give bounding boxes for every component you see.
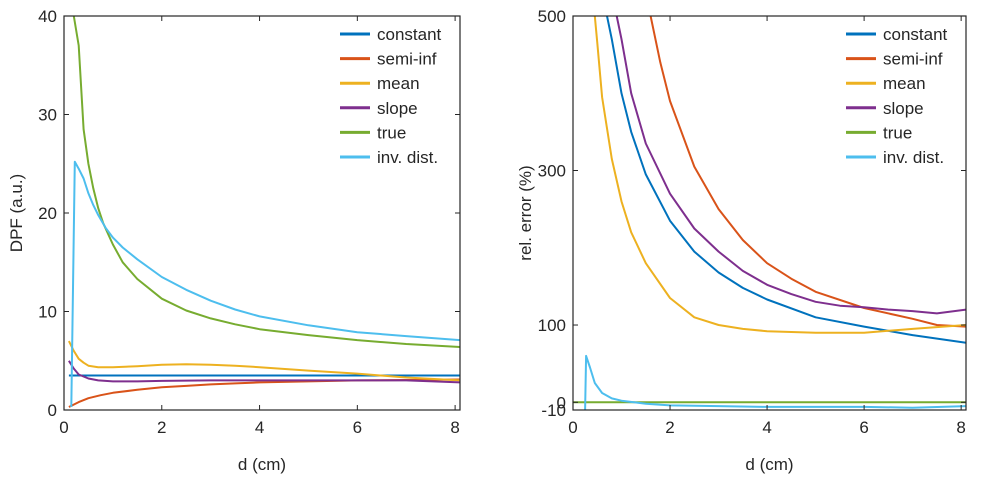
x-axis-label: d (cm) <box>238 455 286 474</box>
y-tick-label: 40 <box>38 7 57 26</box>
y-tick-label: 30 <box>38 106 57 125</box>
legend-label: semi-inf <box>377 50 437 69</box>
y-tick-label: 100 <box>538 316 566 335</box>
legend-label: mean <box>883 74 926 93</box>
series-line-semi-inf <box>68 378 460 408</box>
x-axis-label: d (cm) <box>745 455 793 474</box>
series-line-mean <box>68 340 460 382</box>
legend-label: constant <box>883 25 948 44</box>
legend-label: constant <box>377 25 442 44</box>
series-line-constant <box>606 16 966 344</box>
legend-label: true <box>883 123 912 142</box>
y-axis-label: rel. error (%) <box>516 165 535 260</box>
x-tick-label: 6 <box>353 418 362 437</box>
legend-label: inv. dist. <box>377 148 438 167</box>
x-tick-label: 2 <box>157 418 166 437</box>
y-tick-label: 500 <box>538 7 566 26</box>
x-tick-label: 8 <box>450 418 459 437</box>
series-line-slope <box>615 16 966 315</box>
x-tick-label: 4 <box>255 418 264 437</box>
y-tick-label: -10 <box>541 401 566 420</box>
legend: constant semi-inf mean slope true inv. dist. <box>340 25 442 167</box>
y-tick-label: 20 <box>38 204 57 223</box>
y-tick-label: 0 <box>48 401 57 420</box>
x-tick-label: 6 <box>859 418 868 437</box>
chart-panel-2: 0 2 4 6 8 -100 100 300 500 d (cm) rel. error (%) co… <box>516 7 967 474</box>
legend-label: semi-inf <box>883 50 943 69</box>
series-line-semi-inf <box>649 16 966 328</box>
legend-label: true <box>377 123 406 142</box>
series-line-inv-dist- <box>584 354 966 410</box>
legend-label: slope <box>377 99 418 118</box>
plot-frame <box>572 15 967 411</box>
y-axis-label: DPF (a.u.) <box>7 174 26 252</box>
series-line-inv-dist- <box>70 160 460 408</box>
y-tick-label: 300 <box>538 162 566 181</box>
chart-panel-1: 0 2 4 6 8 0 10 20 30 40 d (cm) DPF (a.u.) constant se… <box>7 7 461 474</box>
x-tick-label: 0 <box>568 418 577 437</box>
series-line-mean <box>593 16 966 334</box>
series-line-true <box>72 16 460 348</box>
x-tick-label: 4 <box>762 418 771 437</box>
x-tick-label: 0 <box>59 418 68 437</box>
y-tick-label: 10 <box>38 303 57 322</box>
legend-label: slope <box>883 99 924 118</box>
legend-label: inv. dist. <box>883 148 944 167</box>
y-tick-label: 0 <box>557 393 566 412</box>
x-tick-label: 2 <box>665 418 674 437</box>
x-tick-label: 8 <box>956 418 965 437</box>
series-line-slope <box>68 360 460 384</box>
legend-label: mean <box>377 74 420 93</box>
legend: constant semi-inf mean slope true inv. dist. <box>846 25 948 167</box>
